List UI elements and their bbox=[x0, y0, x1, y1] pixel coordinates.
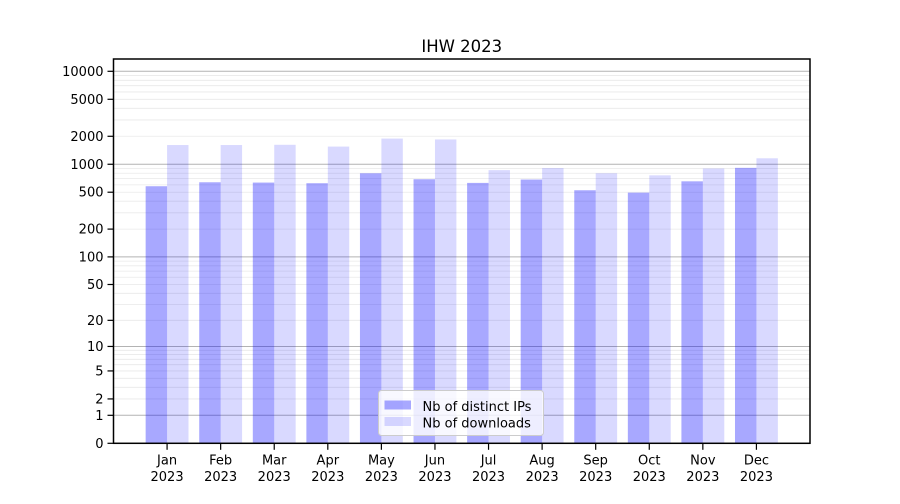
legend-box bbox=[378, 390, 544, 436]
legend-label-distinct-ips: Nb of distinct IPs bbox=[423, 400, 532, 415]
bar-downloads-feb bbox=[220, 145, 243, 444]
legend-swatch-downloads bbox=[384, 417, 411, 426]
y-tick-label: 0 bbox=[95, 437, 103, 452]
x-tick-label-year: 2023 bbox=[311, 470, 344, 485]
x-tick-label-year: 2023 bbox=[686, 470, 719, 485]
x-tick-label-year: 2023 bbox=[526, 470, 559, 485]
bar-downloads-sep bbox=[595, 173, 618, 444]
bar-distinct-ips-may bbox=[359, 173, 382, 444]
x-tick-label-month: Jun bbox=[424, 454, 445, 469]
y-tick-label: 10000 bbox=[62, 65, 103, 80]
bar-distinct-ips-jun bbox=[413, 179, 435, 444]
x-tick-label-month: Apr bbox=[317, 454, 340, 469]
y-tick-label: 100 bbox=[79, 250, 104, 265]
y-tick-label: 500 bbox=[79, 186, 104, 201]
bar-distinct-ips-apr bbox=[306, 183, 328, 444]
bar-distinct-ips-feb bbox=[199, 182, 221, 444]
x-tick-label-month: Jul bbox=[480, 454, 497, 469]
bar-distinct-ips-aug bbox=[520, 179, 543, 444]
x-tick-label-month: Aug bbox=[529, 454, 554, 469]
x-tick-label-month: Oct bbox=[638, 454, 660, 469]
y-tick-label: 5 bbox=[95, 364, 103, 379]
y-tick-label: 1000 bbox=[70, 158, 103, 173]
bar-downloads-oct bbox=[649, 175, 671, 444]
bar-downloads-jul bbox=[488, 170, 510, 444]
x-tick-label-year: 2023 bbox=[633, 470, 666, 485]
legend-swatch-distinct-ips bbox=[384, 400, 411, 410]
bar-downloads-apr bbox=[327, 146, 350, 444]
y-tick-label: 200 bbox=[79, 223, 104, 238]
x-tick-label-month: Feb bbox=[209, 454, 232, 469]
x-tick-label-year: 2023 bbox=[418, 470, 451, 485]
x-tick-label-month: Jan bbox=[156, 454, 177, 469]
y-tick-label: 5000 bbox=[70, 93, 103, 108]
x-tick-label-month: Sep bbox=[583, 454, 608, 469]
y-tick-label: 1 bbox=[95, 409, 103, 424]
legend: Nb of distinct IPs Nb of downloads bbox=[378, 390, 544, 436]
y-tick-label: 2000 bbox=[70, 130, 103, 145]
bar-downloads-aug bbox=[542, 168, 564, 444]
y-tick-label: 2 bbox=[95, 392, 103, 407]
y-tick-label: 20 bbox=[87, 314, 104, 329]
x-tick-label-year: 2023 bbox=[740, 470, 773, 485]
y-tick-label: 10 bbox=[87, 340, 104, 355]
plot-border bbox=[112, 58, 811, 445]
gridlines bbox=[113, 70, 810, 416]
legend-label-downloads: Nb of downloads bbox=[423, 417, 532, 432]
bar-distinct-ips-mar bbox=[252, 182, 275, 444]
axis-labels: 012510205010020050010002000500010000Jan2… bbox=[62, 65, 773, 485]
bar-downloads-may bbox=[381, 138, 403, 444]
x-tick-label-month: Mar bbox=[262, 454, 287, 469]
x-tick-label-year: 2023 bbox=[579, 470, 612, 485]
chart-title: IHW 2023 bbox=[421, 37, 502, 56]
bar-downloads-nov bbox=[702, 168, 725, 444]
axis-ticks bbox=[107, 70, 758, 450]
bar-downloads-mar bbox=[274, 144, 296, 444]
bar-distinct-ips-oct bbox=[627, 192, 650, 444]
x-tick-label-year: 2023 bbox=[472, 470, 505, 485]
bar-downloads-jun bbox=[434, 139, 457, 444]
x-tick-label-month: Nov bbox=[690, 454, 716, 469]
x-tick-label-year: 2023 bbox=[151, 470, 184, 485]
x-tick-label-month: May bbox=[368, 454, 395, 469]
x-tick-label-year: 2023 bbox=[365, 470, 398, 485]
bar-distinct-ips-jul bbox=[467, 182, 489, 444]
bar-distinct-ips-jan bbox=[145, 186, 168, 444]
y-tick-label: 50 bbox=[87, 278, 104, 293]
x-tick-label-year: 2023 bbox=[204, 470, 237, 485]
bars bbox=[145, 138, 778, 444]
bar-distinct-ips-dec bbox=[734, 167, 757, 444]
x-tick-label-year: 2023 bbox=[258, 470, 291, 485]
bar-downloads-jan bbox=[167, 145, 189, 444]
bar-downloads-dec bbox=[756, 158, 778, 444]
bar-distinct-ips-nov bbox=[681, 181, 703, 444]
x-tick-label-month: Dec bbox=[744, 454, 769, 469]
bar-distinct-ips-sep bbox=[574, 190, 596, 444]
